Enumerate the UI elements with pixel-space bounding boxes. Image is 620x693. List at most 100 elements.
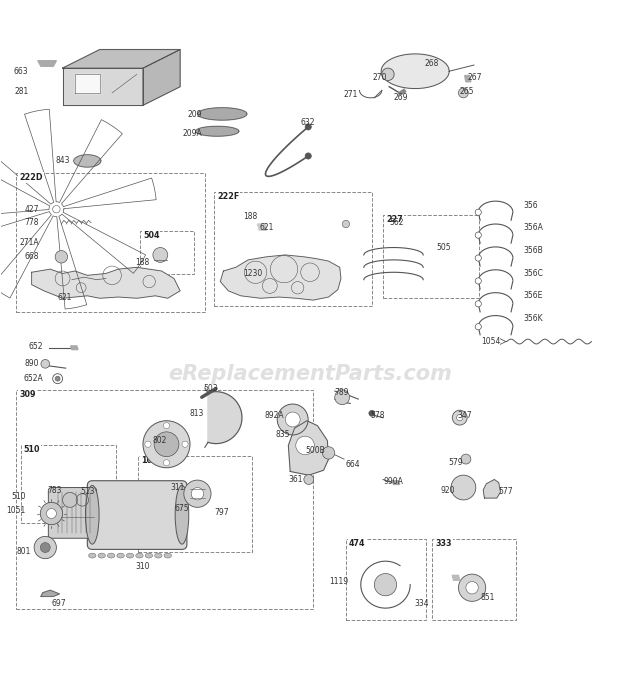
Ellipse shape [136, 553, 143, 558]
Circle shape [55, 376, 60, 381]
Text: 801: 801 [16, 547, 30, 556]
Bar [16, 389, 313, 609]
Circle shape [461, 454, 471, 464]
Text: 209A: 209A [182, 129, 202, 138]
Text: 632: 632 [301, 118, 315, 127]
Ellipse shape [164, 553, 172, 558]
Circle shape [305, 153, 311, 159]
Text: 892A: 892A [264, 411, 284, 420]
Polygon shape [74, 155, 101, 167]
Text: 265: 265 [459, 87, 474, 96]
Circle shape [53, 374, 63, 384]
Text: 209: 209 [187, 110, 202, 119]
Circle shape [164, 423, 170, 429]
Circle shape [475, 278, 481, 284]
Text: 813: 813 [189, 409, 203, 418]
Text: 267: 267 [467, 73, 482, 82]
Bar [140, 231, 194, 274]
Circle shape [369, 410, 375, 416]
Circle shape [458, 88, 468, 98]
Text: 890: 890 [25, 359, 39, 368]
Circle shape [475, 255, 481, 261]
Circle shape [182, 441, 188, 447]
Polygon shape [464, 76, 471, 82]
Circle shape [184, 480, 211, 507]
Polygon shape [75, 74, 100, 93]
Text: 310: 310 [136, 562, 150, 571]
Ellipse shape [86, 485, 99, 544]
Text: 333: 333 [436, 539, 452, 548]
Circle shape [452, 410, 467, 425]
Polygon shape [220, 255, 341, 300]
Text: 347: 347 [457, 411, 472, 420]
Text: 271A: 271A [19, 238, 39, 247]
Ellipse shape [117, 553, 124, 558]
Text: 802: 802 [152, 436, 167, 445]
Circle shape [475, 209, 481, 216]
Text: 309: 309 [19, 389, 36, 398]
Text: 1119: 1119 [329, 577, 348, 586]
Ellipse shape [89, 553, 96, 558]
Polygon shape [381, 54, 450, 89]
Text: 356C: 356C [523, 269, 543, 278]
Circle shape [475, 232, 481, 238]
Bar [383, 215, 479, 298]
Polygon shape [143, 50, 180, 105]
Ellipse shape [126, 553, 134, 558]
Text: 668: 668 [25, 252, 39, 261]
Circle shape [154, 432, 179, 457]
Circle shape [335, 389, 350, 405]
Text: 356B: 356B [523, 246, 543, 255]
Text: 281: 281 [14, 87, 29, 96]
Circle shape [277, 404, 308, 435]
Circle shape [475, 324, 481, 330]
Text: 510: 510 [24, 446, 40, 455]
Text: 675: 675 [175, 504, 189, 513]
Text: 851: 851 [480, 593, 495, 602]
Text: 920: 920 [441, 486, 455, 495]
Ellipse shape [175, 485, 188, 544]
Polygon shape [452, 575, 459, 580]
Circle shape [305, 124, 311, 130]
Ellipse shape [107, 553, 115, 558]
Polygon shape [63, 50, 180, 68]
Polygon shape [63, 68, 143, 105]
Text: 268: 268 [425, 59, 439, 68]
Text: 783: 783 [47, 486, 61, 495]
Text: 1051: 1051 [6, 506, 25, 515]
Circle shape [63, 493, 78, 507]
Text: 222D: 222D [19, 173, 43, 182]
Circle shape [456, 414, 463, 421]
Text: 990A: 990A [383, 477, 403, 486]
Text: 778: 778 [25, 218, 39, 227]
Text: 356K: 356K [523, 314, 543, 323]
Bar [16, 173, 205, 313]
Text: 663: 663 [14, 67, 29, 76]
FancyBboxPatch shape [48, 488, 97, 538]
Text: 361: 361 [288, 475, 303, 484]
Polygon shape [208, 392, 242, 444]
Text: 579: 579 [449, 458, 463, 467]
Text: 652: 652 [29, 342, 43, 351]
Circle shape [34, 536, 56, 559]
Text: 188: 188 [243, 212, 257, 221]
Circle shape [296, 436, 314, 455]
Text: 1090: 1090 [141, 456, 163, 465]
Circle shape [145, 441, 151, 447]
Text: 503: 503 [203, 384, 218, 393]
Polygon shape [257, 224, 267, 230]
Bar [20, 446, 117, 523]
Bar [214, 192, 372, 306]
Bar [433, 539, 516, 620]
Text: 621: 621 [58, 292, 72, 301]
Polygon shape [399, 89, 406, 95]
Text: 652A: 652A [23, 374, 43, 383]
Text: 505: 505 [437, 243, 451, 252]
Bar [138, 456, 252, 552]
Text: 797: 797 [214, 508, 229, 517]
Polygon shape [38, 61, 56, 67]
Circle shape [458, 574, 485, 602]
Text: 577: 577 [498, 487, 513, 496]
Text: 504: 504 [143, 231, 159, 240]
Polygon shape [32, 267, 180, 298]
